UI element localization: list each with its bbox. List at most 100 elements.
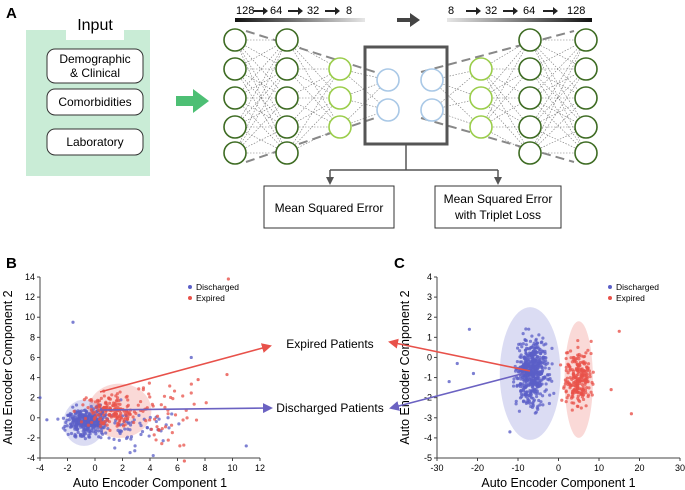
- discharged-point: [524, 343, 528, 347]
- x-tick-label: 12: [255, 463, 265, 473]
- expired-point: [566, 371, 570, 375]
- y-tick-label: -5: [424, 453, 432, 463]
- expired-point: [566, 351, 570, 355]
- discharged-point: [94, 428, 98, 432]
- loss-connector: [326, 144, 502, 185]
- discharged-point: [94, 432, 98, 436]
- expired-point: [579, 406, 583, 410]
- y-tick-label: 4: [30, 373, 35, 383]
- discharged-point: [524, 327, 528, 331]
- discharged-point: [521, 400, 526, 404]
- expired-point: [107, 420, 112, 424]
- expired-point: [173, 413, 178, 417]
- discharged-point: [71, 424, 75, 428]
- discharged-point: [548, 393, 552, 397]
- expired-point: [107, 413, 111, 417]
- expired-point: [108, 401, 112, 405]
- discharged-point: [514, 399, 518, 403]
- input-item-clinical: & Clinical: [70, 66, 120, 80]
- discharged-point: [511, 384, 516, 388]
- expired-point: [95, 413, 99, 417]
- expired-point: [124, 395, 128, 399]
- expired-point: [568, 349, 573, 353]
- expired-point: [562, 386, 566, 390]
- expired-point: [141, 388, 145, 392]
- discharged-point: [520, 345, 524, 349]
- x-tick-label: 0: [556, 463, 561, 473]
- network-connection: [480, 68, 531, 128]
- discharged-point: [523, 356, 527, 360]
- network-node: [518, 57, 542, 81]
- discharged-point: [71, 418, 75, 422]
- x-tick-label: 20: [634, 463, 644, 473]
- expired-point: [591, 382, 595, 386]
- network-node: [574, 28, 598, 52]
- triplet-box: [434, 185, 562, 229]
- discharged-point: [525, 360, 529, 364]
- y-tick-label: 14: [25, 272, 35, 282]
- expired-point: [162, 394, 167, 398]
- input-demographic-box: [46, 48, 144, 84]
- expired-point: [83, 416, 88, 421]
- expired-point: [586, 348, 590, 352]
- expired-point: [104, 405, 108, 409]
- expired-point: [204, 401, 208, 405]
- expired-point: [587, 386, 591, 390]
- discharged-point: [544, 388, 548, 392]
- outlier-point: [71, 320, 75, 324]
- expired-point: [104, 400, 108, 404]
- discharged-point: [534, 346, 538, 350]
- discharged-point: [529, 370, 534, 374]
- expired-point: [160, 426, 164, 431]
- expired-point: [189, 382, 193, 386]
- expired-point: [569, 356, 573, 360]
- discharged-point: [148, 415, 152, 420]
- expired-point: [580, 383, 584, 387]
- discharged-point: [133, 444, 137, 448]
- x-axis-label: Auto Encoder Component 1: [73, 476, 227, 490]
- expired-point: [126, 398, 130, 402]
- expired-point: [86, 405, 90, 410]
- expired-point: [166, 412, 170, 416]
- network-funnel-outline: [245, 117, 376, 163]
- expired-point: [590, 393, 594, 397]
- outlier-point: [45, 418, 49, 422]
- expired-point: [126, 415, 130, 419]
- expired-point: [117, 399, 121, 403]
- discharged-point: [550, 362, 554, 366]
- network-connection: [234, 39, 288, 99]
- discharged-point: [72, 414, 76, 418]
- discharged-point: [132, 418, 136, 422]
- y-tick-label: 8: [30, 332, 35, 342]
- x-tick-label: 30: [675, 463, 685, 473]
- callout-expired: Expired Patients: [286, 337, 373, 351]
- x-axis-label: Auto Encoder Component 1: [481, 476, 635, 490]
- discharged-point: [177, 422, 181, 426]
- discharged-point: [534, 410, 538, 414]
- discharged-point: [521, 382, 525, 386]
- x-tick-label: -30: [430, 463, 443, 473]
- expired-point: [114, 404, 118, 408]
- discharged-point: [521, 342, 525, 346]
- center-arrow-icon: [397, 13, 420, 27]
- expired-point: [96, 408, 101, 412]
- expired-point: [588, 374, 592, 379]
- outlier-point: [38, 396, 42, 400]
- expired-point: [103, 410, 108, 414]
- expired-point: [194, 418, 199, 422]
- discharged-point: [546, 361, 550, 365]
- latent-box: [363, 45, 449, 146]
- expired-point: [589, 351, 593, 356]
- expired-point: [110, 393, 114, 397]
- expired-point: [563, 378, 568, 382]
- panel-label-b: B: [6, 255, 17, 272]
- discharged-point: [113, 421, 117, 425]
- legend-label: Expired: [616, 293, 645, 303]
- discharged-point: [536, 366, 540, 370]
- discharged-point: [76, 430, 80, 434]
- expired-point: [93, 400, 98, 404]
- expired-point: [163, 425, 168, 429]
- discharged-point: [147, 434, 151, 438]
- network-connection: [480, 97, 531, 154]
- y-tick-label: 0: [427, 352, 432, 362]
